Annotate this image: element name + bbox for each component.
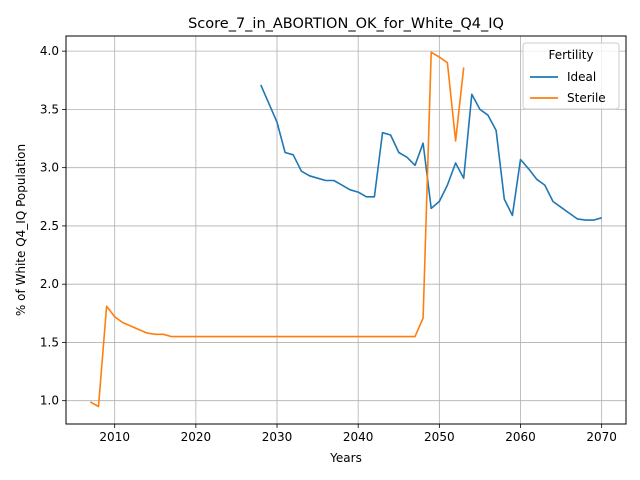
grid-lines — [66, 36, 626, 424]
x-axis-ticks: 2010 2020 2030 2040 2050 2060 2070 — [99, 424, 617, 444]
y-tick-label: 2.0 — [40, 277, 59, 291]
y-tick-label: 3.5 — [40, 102, 59, 116]
x-tick-label: 2060 — [505, 430, 536, 444]
series-line-ideal — [260, 84, 602, 221]
legend: Fertility Ideal Sterile — [522, 42, 620, 110]
series-line-sterile — [89, 51, 465, 408]
x-tick-label: 2020 — [181, 430, 212, 444]
y-tick-label: 3.0 — [40, 161, 59, 175]
y-tick-label: 4.0 — [40, 44, 59, 58]
x-tick-label: 2070 — [586, 430, 617, 444]
y-axis-ticks: 1.0 1.5 2.0 2.5 3.0 3.5 4.0 — [40, 44, 66, 408]
chart-title: Score_7_in_ABORTION_OK_for_White_Q4_IQ — [188, 16, 504, 32]
legend-box — [522, 42, 620, 110]
x-tick-label: 2040 — [343, 430, 374, 444]
legend-label-ideal: Ideal — [567, 70, 596, 84]
x-axis-label: Years — [329, 451, 362, 465]
legend-label-sterile: Sterile — [567, 91, 606, 105]
x-tick-label: 2030 — [262, 430, 293, 444]
plot-frame — [65, 35, 627, 425]
y-tick-label: 1.0 — [40, 394, 59, 408]
x-tick-label: 2010 — [99, 430, 130, 444]
y-tick-label: 1.5 — [40, 335, 59, 349]
y-axis-label: % of White Q4_IQ Population — [14, 144, 28, 316]
series-layer — [89, 51, 602, 408]
y-tick-label: 2.5 — [40, 219, 59, 233]
legend-title: Fertility — [548, 48, 593, 62]
x-tick-label: 2050 — [424, 430, 455, 444]
